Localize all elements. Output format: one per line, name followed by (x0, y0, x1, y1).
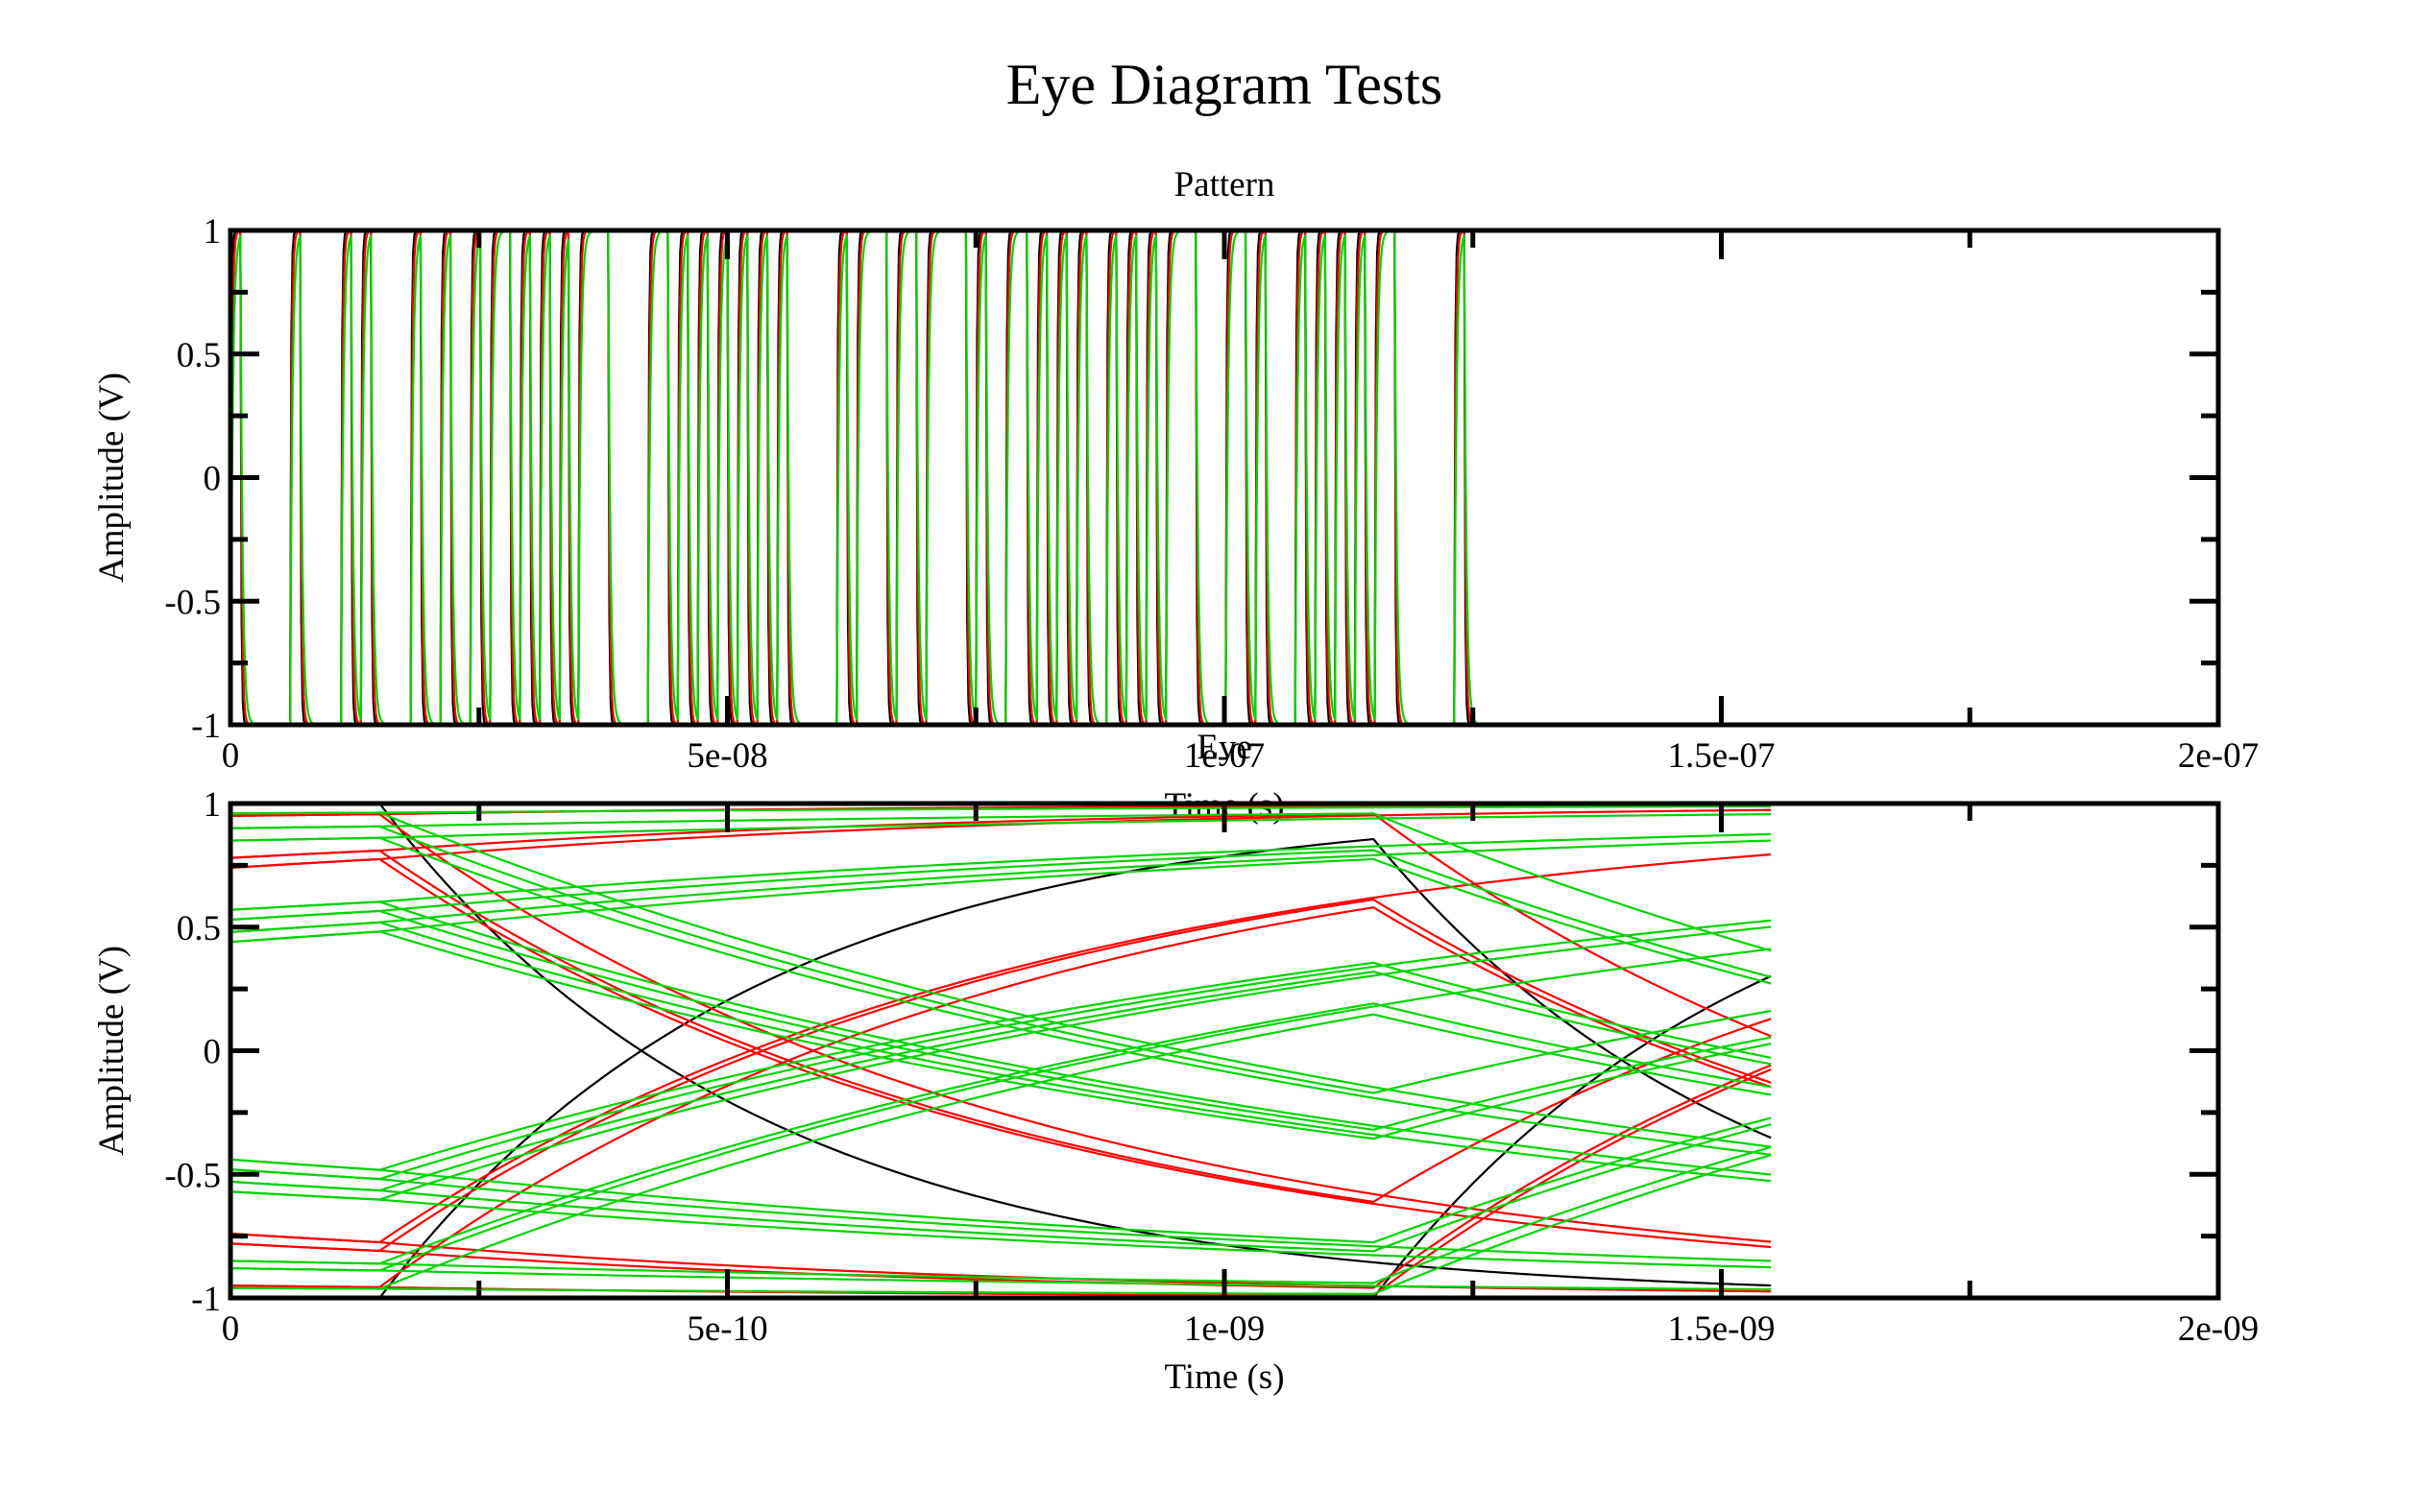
x-tick-label: 1.5e-09 (1668, 1309, 1776, 1349)
y-tick-label: 0 (204, 1033, 222, 1072)
y-tick-label: 0 (204, 460, 222, 499)
x-tick-label: 1e-07 (1184, 736, 1265, 776)
eye-traces (230, 802, 1772, 1300)
eye-trace-green (230, 971, 1772, 1192)
eye-trace-red (230, 1064, 1772, 1289)
x-tick-label: 1e-09 (1184, 1309, 1265, 1349)
x-tick-label: 2e-07 (2178, 736, 2259, 776)
x-tick-label: 0 (222, 1309, 240, 1349)
eye-trace-red (230, 852, 1772, 1244)
eye-title: Eye (1197, 728, 1252, 767)
pattern-trace-green (229, 228, 1524, 727)
eye-trace-green (230, 1013, 1772, 1290)
eye-trace-red (230, 808, 1772, 870)
y-tick-label: -1 (191, 707, 221, 746)
eye-trace-red (230, 906, 1772, 1288)
eye-trace-green (230, 925, 1772, 1201)
eye-trace-green (230, 930, 1772, 1140)
x-tick-label: 5e-10 (687, 1309, 767, 1349)
eye-trace-red (230, 898, 1772, 1253)
eye-trace-green (230, 1145, 1772, 1284)
eye-trace-green (230, 804, 1772, 815)
eye-trace-green (230, 839, 1772, 933)
eye-trace-green (230, 857, 1772, 985)
eye-trace-red (230, 1232, 1772, 1293)
y-tick-label: -0.5 (164, 583, 221, 622)
pattern-plot-frame (228, 228, 2221, 728)
pattern-panel: Pattern 0 5e-08 1e-07 1.5e-07 2e-07 -1 -0.5 0 0.… (92, 165, 2259, 826)
y-tick-label: -0.5 (164, 1156, 221, 1195)
y-tick-label: 1 (204, 212, 222, 252)
y-tick-label: 0.5 (177, 336, 221, 375)
eye-trace-green (230, 1116, 1772, 1244)
y-tick-label: 1 (204, 785, 222, 825)
pattern-traces (229, 228, 1524, 727)
y-tick-label: -1 (191, 1280, 221, 1319)
eye-trace-green (230, 832, 1772, 911)
y-tick-label: 0.5 (177, 909, 221, 948)
eye-plot-frame (228, 801, 2221, 1301)
x-tick-label: 0 (222, 736, 240, 776)
eye-trace-green (230, 948, 1772, 1272)
eye-trace-green (230, 812, 1772, 952)
eye-ticks: 0 5e-10 1e-09 1.5e-09 2e-09 -1 -0.5 0 0.5 1 (164, 785, 2259, 1349)
eye-trace-green (230, 849, 1772, 978)
eye-panel: Eye 0 5e-10 1e-09 1.5e-09 2e-09 -1 -0.5 0 0.5 1 T… (92, 728, 2259, 1397)
pattern-y-axis-label: Amplitude (V) (92, 372, 132, 583)
eye-trace-green (230, 961, 1772, 1171)
x-tick-label: 2e-09 (2178, 1309, 2259, 1349)
eye-y-axis-label: Amplitude (V) (92, 946, 132, 1156)
pattern-title: Pattern (1174, 165, 1275, 204)
eye-trace-green (230, 813, 1772, 842)
eye-trace-green (230, 1267, 1772, 1291)
x-tick-label: 1.5e-07 (1668, 736, 1776, 776)
x-tick-label: 5e-08 (687, 736, 767, 776)
figure-title: Eye Diagram Tests (1006, 53, 1443, 116)
pattern-ticks: 0 5e-08 1e-07 1.5e-07 2e-07 -1 -0.5 0 0.5 1 (164, 212, 2259, 776)
eye-trace-green (230, 919, 1772, 1181)
eye-x-axis-label: Time (s) (1164, 1357, 1284, 1397)
